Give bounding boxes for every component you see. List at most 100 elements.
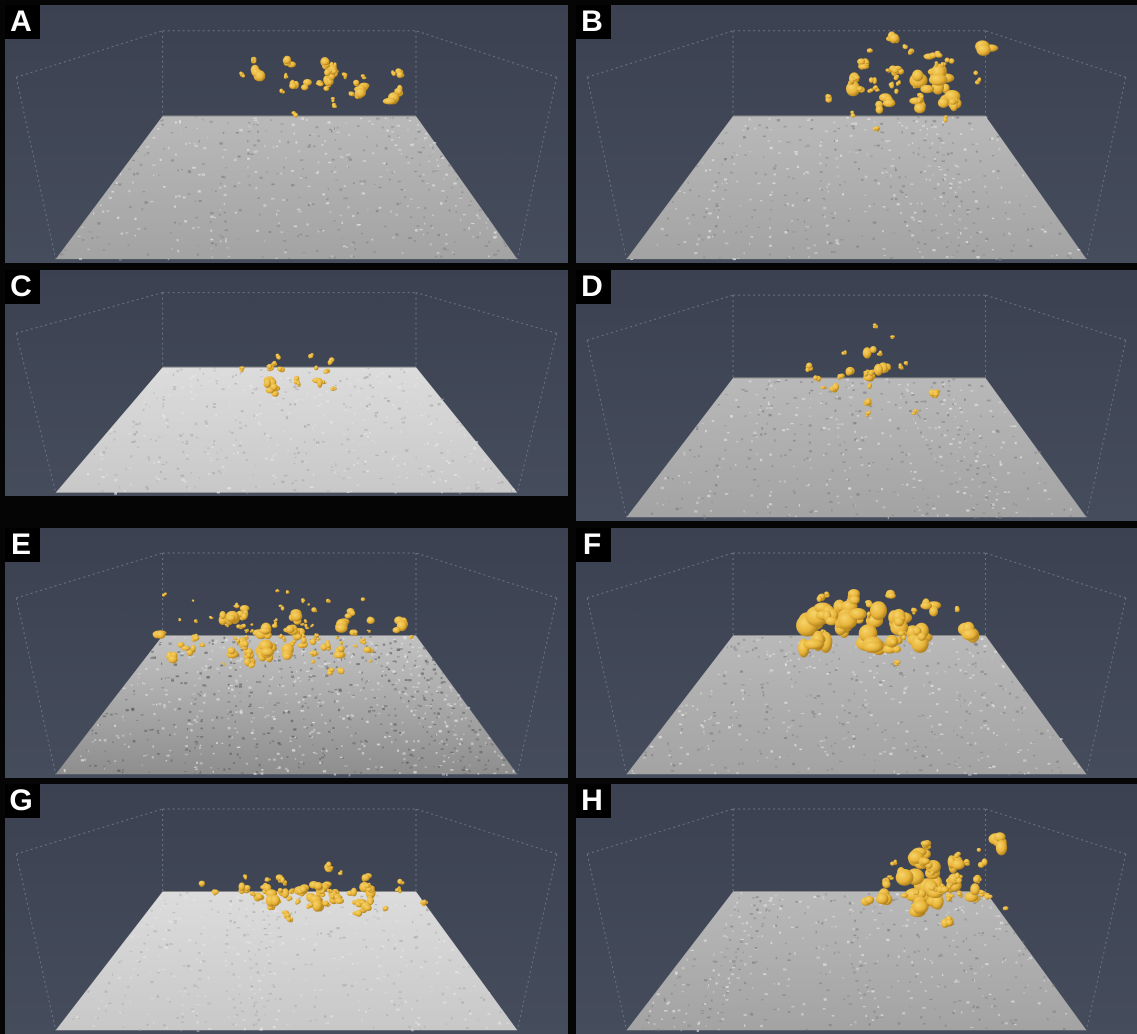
gold-particle bbox=[866, 611, 872, 617]
gold-particle bbox=[912, 626, 927, 641]
gold-particle bbox=[948, 97, 962, 112]
gold-particle bbox=[956, 890, 963, 898]
bounding-box bbox=[15, 292, 558, 493]
gold-particle bbox=[186, 644, 196, 656]
gold-particle bbox=[954, 851, 961, 858]
gold-particle bbox=[911, 408, 919, 415]
tomogram-render bbox=[576, 5, 1137, 263]
gold-particle bbox=[894, 616, 906, 627]
panel-e: E bbox=[5, 528, 568, 778]
gold-particle bbox=[327, 357, 335, 366]
gold-particle bbox=[352, 909, 363, 917]
gold-particle bbox=[834, 608, 867, 630]
gold-particle bbox=[829, 383, 840, 393]
slab-texture bbox=[63, 635, 515, 777]
gold-particle bbox=[897, 630, 907, 641]
gold-particle bbox=[864, 60, 869, 66]
gold-particle bbox=[283, 624, 299, 636]
gold-particle bbox=[875, 100, 884, 114]
gold-particle bbox=[923, 52, 937, 60]
gold-particle bbox=[886, 31, 900, 44]
gold-particle bbox=[273, 618, 278, 622]
gold-particle bbox=[300, 623, 305, 626]
gold-particle bbox=[865, 410, 871, 417]
slab-texture bbox=[631, 635, 1080, 776]
gold-particle bbox=[314, 633, 319, 638]
gold-particle bbox=[837, 373, 845, 380]
gold-particle bbox=[335, 618, 350, 633]
gold-particle bbox=[361, 873, 373, 882]
gold-particle bbox=[888, 81, 895, 89]
gold-particle bbox=[890, 335, 895, 339]
gold-particle bbox=[366, 616, 375, 624]
gold-particle bbox=[382, 92, 400, 105]
bounding-box bbox=[15, 30, 558, 260]
gold-particle bbox=[879, 93, 896, 108]
gold-particle bbox=[1002, 906, 1009, 911]
gold-particle bbox=[251, 56, 257, 64]
gold-particle bbox=[290, 609, 303, 622]
gold-particle bbox=[278, 604, 285, 611]
gold-particle bbox=[945, 893, 955, 902]
tomogram-render bbox=[576, 784, 1137, 1034]
gold-particle bbox=[887, 875, 894, 880]
gold-particle bbox=[893, 74, 900, 81]
gold-particle bbox=[903, 361, 909, 366]
gold-particle bbox=[885, 589, 896, 599]
particle-cluster bbox=[860, 832, 1009, 928]
gold-particle bbox=[947, 855, 965, 874]
gold-particle bbox=[934, 61, 939, 67]
gold-particle bbox=[233, 636, 238, 640]
gold-particle bbox=[271, 360, 278, 367]
tomogram-slab bbox=[626, 377, 1087, 518]
gold-particle bbox=[243, 874, 248, 880]
panel-h: H bbox=[576, 784, 1137, 1034]
tomogram-slab bbox=[626, 635, 1087, 775]
gold-particle bbox=[320, 57, 331, 70]
gold-particle bbox=[162, 592, 168, 597]
gold-particle bbox=[258, 639, 277, 658]
panel-label-a: A bbox=[5, 5, 40, 39]
gold-particle bbox=[279, 88, 286, 94]
gold-particle bbox=[382, 905, 389, 912]
gold-particle bbox=[798, 638, 825, 658]
gold-particle bbox=[277, 366, 285, 373]
gold-particle bbox=[297, 636, 308, 649]
slab-texture bbox=[59, 367, 515, 495]
tomogram-slab bbox=[55, 891, 518, 1031]
gold-particle bbox=[233, 602, 240, 609]
gold-particle bbox=[339, 641, 344, 645]
panel-label-b: B bbox=[576, 5, 611, 39]
gold-particle bbox=[944, 57, 955, 64]
gold-particle bbox=[282, 55, 296, 68]
gold-particle bbox=[249, 629, 254, 633]
bounding-box bbox=[586, 808, 1127, 1031]
gold-particle bbox=[311, 607, 318, 613]
gold-particle bbox=[341, 72, 348, 80]
gold-particle bbox=[309, 638, 317, 645]
gold-particle bbox=[301, 79, 312, 91]
gold-particle bbox=[920, 840, 932, 850]
gold-particle bbox=[344, 608, 356, 619]
gold-particle bbox=[277, 888, 284, 894]
gold-particle bbox=[225, 610, 240, 626]
gold-particle bbox=[900, 893, 908, 898]
gold-particle bbox=[353, 79, 360, 87]
gold-particle bbox=[872, 323, 879, 329]
gold-particle bbox=[863, 398, 872, 407]
bounding-box bbox=[586, 552, 1127, 775]
gold-particle bbox=[845, 366, 855, 376]
slab-texture bbox=[642, 892, 1068, 1032]
gold-particle bbox=[936, 885, 949, 895]
gold-particle bbox=[283, 72, 289, 79]
gold-particle bbox=[352, 644, 358, 648]
panel-label-d: D bbox=[576, 270, 611, 304]
panel-a: A bbox=[5, 5, 568, 263]
gold-particle bbox=[346, 887, 357, 897]
tomogram-slab bbox=[626, 891, 1087, 1031]
gold-particle bbox=[885, 68, 892, 73]
gold-particle bbox=[363, 646, 374, 654]
gold-particle bbox=[337, 667, 345, 675]
gold-particle bbox=[330, 386, 337, 391]
